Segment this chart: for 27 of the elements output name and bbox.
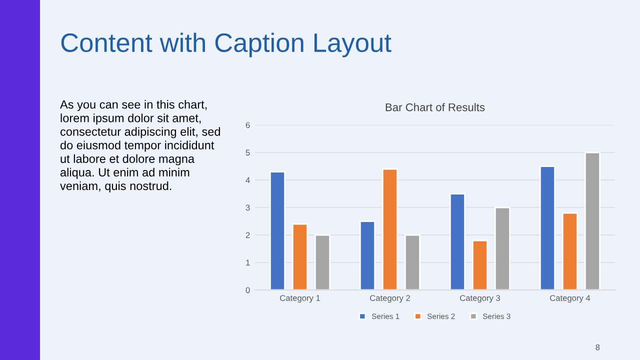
y-tick-label: 5 <box>246 150 250 156</box>
y-tick-label: 2 <box>246 232 250 238</box>
text: Content with Caption Layout <box>61 32 392 58</box>
bar <box>449 193 466 290</box>
x-tick-label: Category 2 <box>370 295 410 303</box>
text: 8 <box>596 344 600 350</box>
y-tick-label: 1 <box>246 260 250 266</box>
y-tick-label: 6 <box>246 122 250 128</box>
x-tick-label: Category 3 <box>460 295 500 303</box>
bar <box>382 168 398 290</box>
bar <box>292 223 308 290</box>
bar <box>562 212 578 290</box>
bar <box>359 220 376 290</box>
chart-title: Bar Chart of Results <box>386 103 485 112</box>
x-tick-label: Category 1 <box>280 295 320 303</box>
bar <box>269 171 286 290</box>
bar <box>494 206 511 290</box>
text: As you can see in this chart, lorem ipsum dolor sit amet, consectetur adipiscing elit, sed do eiusmod tempor incididunt ut labore et dolore magna aliqua. Ut enim ad minim veniam, quis nostrud. <box>60 100 220 192</box>
y-tick-label: 4 <box>246 177 250 184</box>
bar <box>314 234 331 290</box>
x-tick-label: Category 4 <box>550 295 590 303</box>
y-tick-label: 3 <box>246 204 250 211</box>
bar <box>539 166 556 290</box>
bar <box>584 152 601 290</box>
y-tick-label: 0 <box>246 287 250 294</box>
bar <box>472 240 488 290</box>
bar <box>404 234 421 290</box>
